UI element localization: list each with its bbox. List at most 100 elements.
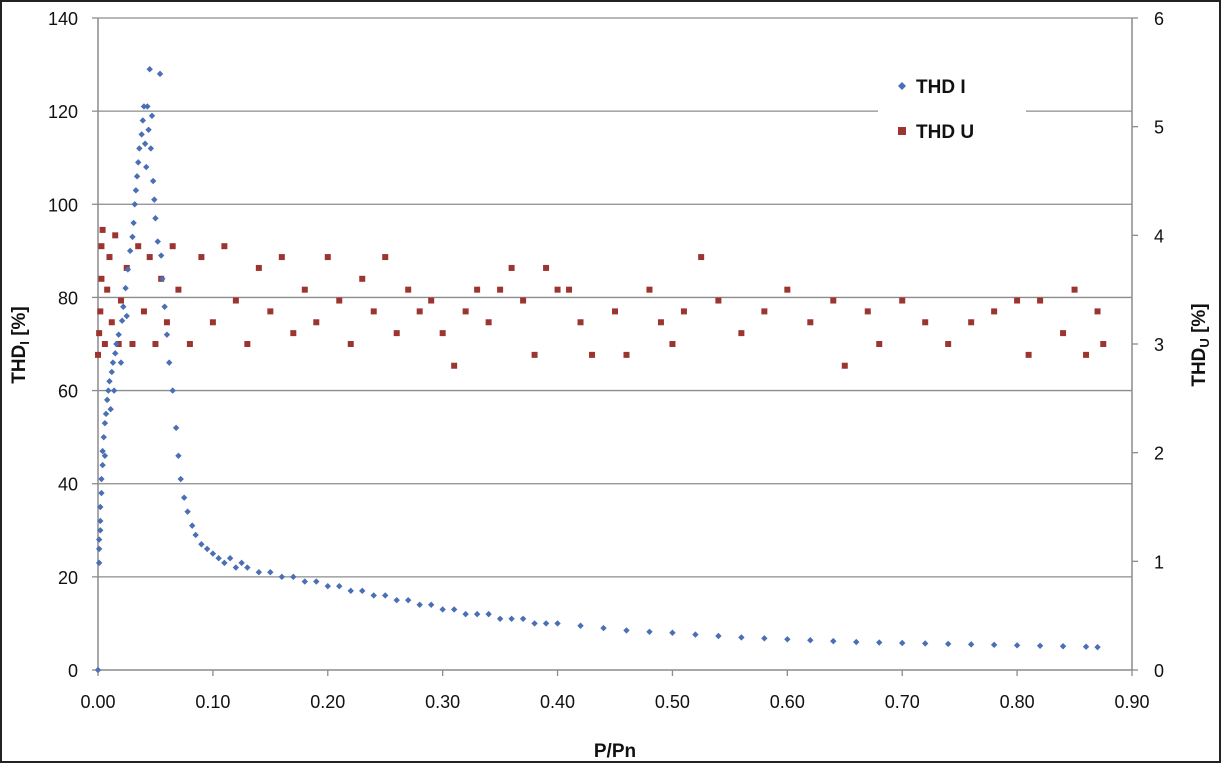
thd-u-point — [543, 264, 550, 271]
thd-i-point — [853, 638, 860, 646]
y-left-tick-label: 120 — [48, 102, 78, 122]
y-left-tick-label: 80 — [58, 288, 78, 308]
thd-i-point — [136, 145, 143, 152]
thd-i-point — [209, 550, 217, 557]
thd-u-point — [290, 330, 297, 337]
thd-i-point — [226, 555, 234, 562]
thd-i-point — [95, 536, 103, 543]
thd-i-point — [135, 159, 142, 166]
thd-u-point — [98, 275, 105, 282]
thd-i-point — [106, 378, 113, 385]
thd-i-point — [255, 569, 263, 576]
thd-i-point — [175, 452, 182, 459]
thd-i-point — [99, 461, 106, 469]
thd-u-point — [761, 308, 768, 315]
thd-i-point — [139, 117, 147, 124]
thd-i-point — [807, 636, 814, 644]
x-tick-label: 0.30 — [425, 692, 460, 712]
thd-u-point — [715, 297, 722, 304]
thd-i-point — [140, 103, 148, 110]
thd-i-point — [1082, 643, 1090, 650]
thd-u-point — [864, 308, 871, 315]
thd-u-point — [324, 254, 331, 261]
thd-i-point — [990, 641, 998, 649]
y-left-tick-label: 20 — [58, 568, 78, 588]
thd-u-point — [428, 297, 435, 304]
thd-i-point — [107, 406, 114, 413]
thd-i-point — [198, 541, 205, 548]
thd-i-point — [154, 238, 161, 245]
thd-u-point — [112, 232, 119, 239]
thd-i-point — [98, 475, 105, 483]
thd-u-point — [140, 308, 147, 315]
thd-i-point — [159, 275, 166, 282]
thd-u-point — [1071, 286, 1078, 293]
thd-i-point — [221, 559, 228, 567]
thd-i-point — [138, 131, 145, 138]
thd-i-point — [336, 582, 343, 590]
y-left-tick-label: 140 — [48, 9, 78, 29]
thd-u-point — [108, 319, 115, 326]
thd-u-point — [968, 319, 975, 326]
thd-i-point — [313, 578, 320, 585]
thd-u-point — [439, 330, 446, 337]
thd-u-point — [577, 319, 584, 326]
thd-i-point — [124, 266, 132, 273]
thd-u-point — [669, 341, 676, 347]
x-tick-label: 0.00 — [80, 692, 115, 712]
thd-u-point — [370, 308, 377, 315]
thd-u-point — [1060, 330, 1067, 337]
thd-i-point — [232, 564, 240, 571]
x-tick-label: 0.10 — [195, 692, 230, 712]
thd-u-point — [95, 351, 101, 358]
thd-u-point — [1100, 341, 1107, 347]
thd-u-point — [313, 319, 320, 326]
thd-i-point — [192, 531, 199, 539]
legend: THD I THD U — [878, 60, 1026, 160]
thd-i-point — [117, 359, 125, 366]
thd-u-point — [106, 254, 113, 261]
thd-i-point — [118, 317, 126, 324]
legend-marker-thd-i — [898, 82, 906, 90]
thd-i-point — [152, 215, 159, 222]
thd-i-point — [450, 606, 458, 613]
thd-u-point — [98, 243, 105, 250]
thd-i-point — [122, 284, 129, 292]
thd-i-point — [163, 331, 171, 338]
legend-background — [878, 60, 1026, 160]
thd-u-point — [899, 297, 906, 304]
legend-label: THD I — [916, 77, 966, 98]
thd-u-point — [175, 286, 182, 293]
y-left-tick-label: 60 — [58, 382, 78, 402]
thd-i-point — [542, 620, 550, 627]
thd-u-point — [945, 341, 952, 347]
thd-i-point — [110, 387, 118, 394]
thd-i-point — [967, 641, 975, 648]
thd-u-point — [382, 254, 389, 261]
thd-i-point — [496, 615, 504, 622]
thd-u-point — [232, 297, 239, 304]
thd-u-point — [508, 264, 515, 271]
thd-i-point — [427, 601, 435, 608]
y-left-tick-label: 40 — [58, 475, 78, 495]
tick-labels: 0 20 40 60 80 100 120 140 0 1 2 3 4 5 6 0.00 0.10 0.20 0.3… — [48, 9, 1164, 712]
thd-i-point — [97, 503, 104, 511]
thd-u-point — [416, 308, 423, 315]
thd-i-point — [761, 635, 768, 642]
y-right-tick-label: 6 — [1154, 9, 1164, 29]
x-tick-label: 0.50 — [655, 692, 690, 712]
x-tick-label: 0.70 — [885, 692, 920, 712]
thd-i-point — [1059, 643, 1067, 650]
thd-i-point — [147, 145, 155, 152]
thd-i-point — [784, 636, 791, 643]
thd-i-point — [156, 70, 164, 78]
thd-i-point — [554, 620, 561, 627]
thd-i-point — [462, 610, 469, 618]
thd-i-point — [166, 359, 173, 366]
thd-i-point — [1094, 643, 1101, 651]
thd-i-point — [148, 112, 156, 119]
thd-u-point — [474, 286, 481, 293]
thd-u-point — [169, 243, 176, 250]
thd-i-point — [112, 350, 119, 357]
